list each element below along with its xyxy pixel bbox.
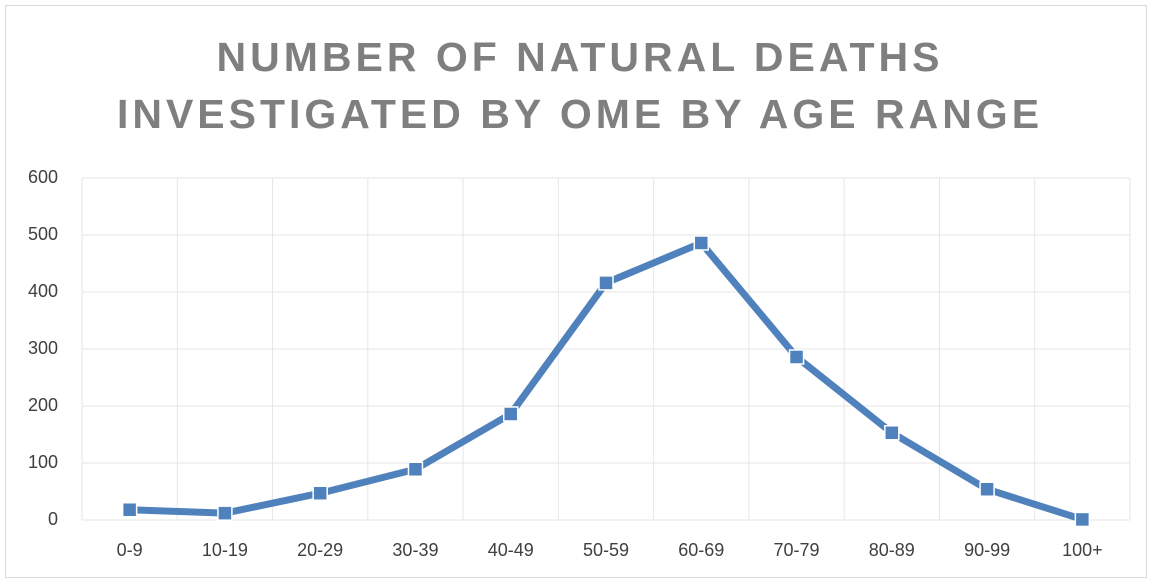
data-marker	[407, 461, 424, 478]
data-marker	[693, 235, 710, 251]
data-marker	[121, 501, 138, 518]
y-tick-label: 500	[28, 224, 58, 244]
chart-title: NUMBER OF NATURAL DEATHS	[217, 34, 944, 80]
x-tick-label: 50-59	[583, 540, 629, 560]
x-tick-label: 20-29	[297, 540, 343, 560]
y-tick-label: 200	[28, 395, 58, 415]
data-marker	[979, 481, 995, 497]
data-marker	[788, 349, 805, 365]
x-tick-label: 80-89	[869, 540, 915, 560]
x-tick-label: 40-49	[488, 540, 534, 560]
x-tick-label: 0-9	[117, 540, 143, 560]
x-tick-label: 90-99	[964, 540, 1010, 560]
y-tick-label: 600	[28, 167, 58, 187]
y-tick-label: 100	[28, 452, 58, 472]
x-tick-label: 70-79	[774, 540, 820, 560]
data-marker	[217, 505, 233, 521]
chart-title: INVESTIGATED BY OME BY AGE RANGE	[117, 91, 1043, 137]
data-marker	[598, 275, 614, 291]
data-marker	[1074, 511, 1091, 528]
x-tick-label: 30-39	[392, 540, 438, 560]
y-tick-label: 300	[28, 338, 58, 358]
data-marker	[312, 485, 328, 501]
x-tick-label: 10-19	[202, 540, 248, 560]
data-marker	[502, 406, 519, 422]
x-tick-label: 100+	[1062, 540, 1103, 560]
y-tick-label: 400	[28, 281, 58, 301]
y-tick-label: 0	[48, 509, 58, 529]
x-tick-label: 60-69	[678, 540, 724, 560]
data-marker	[884, 425, 900, 441]
